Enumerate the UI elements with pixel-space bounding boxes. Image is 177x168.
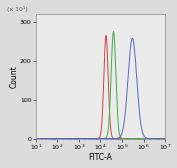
Text: (x 10¹): (x 10¹) (7, 6, 28, 12)
Y-axis label: Count: Count (9, 65, 18, 88)
X-axis label: FITC-A: FITC-A (88, 153, 112, 162)
